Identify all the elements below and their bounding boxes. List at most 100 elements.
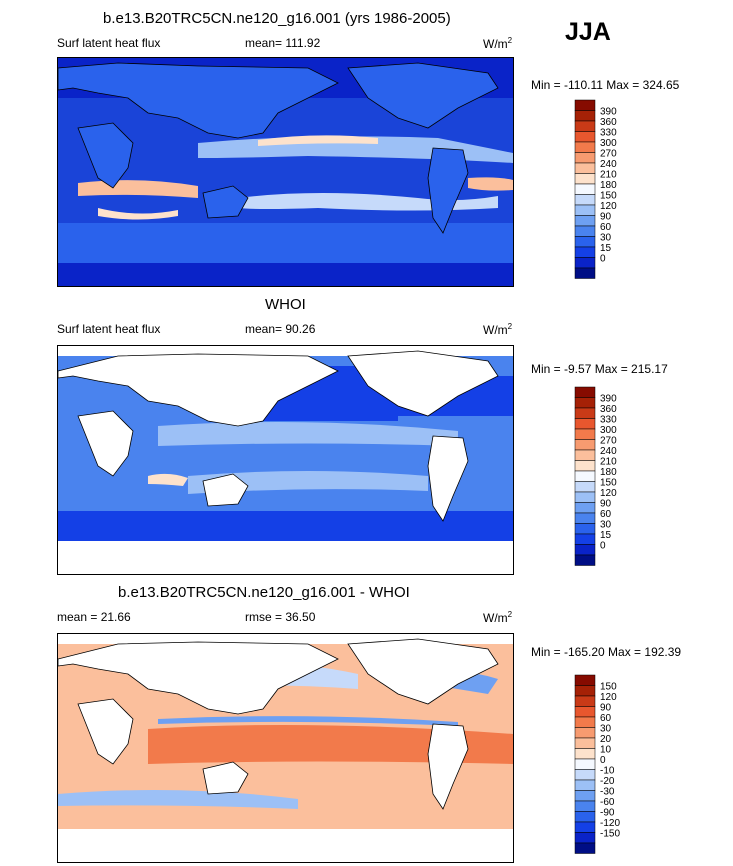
colorbar-swatch bbox=[574, 183, 596, 195]
colorbar-swatch bbox=[574, 716, 596, 728]
colorbar-tick-label: 60 bbox=[600, 222, 612, 233]
colorbar-tick-label: 90 bbox=[600, 703, 612, 714]
panel-3-title: b.e13.B20TRC5CN.ne120_g16.001 - WHOI bbox=[118, 584, 410, 601]
panel-2-units-sup: 2 bbox=[507, 322, 513, 331]
colorbar-tick-label: 180 bbox=[600, 180, 617, 191]
panel-3-equatorial-cool-line bbox=[158, 716, 458, 726]
panel-1-title: b.e13.B20TRC5CN.ne120_g16.001 (yrs 1986-… bbox=[103, 10, 451, 27]
colorbar-tick-label: 90 bbox=[600, 499, 612, 510]
colorbar-swatch bbox=[574, 685, 596, 697]
panel-1-north-america bbox=[347, 62, 499, 129]
colorbar-tick-label: 150 bbox=[600, 191, 617, 202]
panel-1-antarctic-band bbox=[58, 263, 513, 286]
panel-3-map bbox=[57, 633, 514, 863]
colorbar-tick-label: 0 bbox=[600, 755, 606, 766]
colorbar-tick-label: 0 bbox=[600, 541, 606, 552]
panel-2-variable-label: Surf latent heat flux bbox=[57, 322, 161, 336]
panel-3-continents bbox=[58, 638, 499, 810]
panel-3-units-sup: 2 bbox=[507, 610, 513, 619]
colorbar-swatch bbox=[574, 769, 596, 781]
colorbar-swatch bbox=[574, 748, 596, 760]
colorbar-swatch bbox=[574, 120, 596, 132]
colorbar-swatch bbox=[574, 397, 596, 409]
panel-2-map bbox=[57, 345, 514, 575]
panel-2-warm-patch bbox=[148, 473, 188, 486]
panel-3-minmax: Min = -165.20 Max = 192.39 bbox=[531, 645, 682, 659]
colorbar-tick-label: 360 bbox=[600, 404, 617, 415]
colorbar-tick-label: 210 bbox=[600, 170, 617, 181]
panel-3-north-america bbox=[347, 638, 499, 705]
colorbar-swatch bbox=[574, 811, 596, 823]
colorbar-swatch bbox=[574, 502, 596, 514]
colorbar-tick-label: -60 bbox=[600, 797, 615, 808]
panel-2-eurasia bbox=[58, 353, 339, 427]
panel-3-tropical-warm-band bbox=[148, 725, 513, 764]
colorbar-tick-label: 30 bbox=[600, 724, 612, 735]
colorbar-tick-label: 300 bbox=[600, 138, 617, 149]
colorbar-swatch bbox=[574, 544, 596, 556]
colorbar-swatch bbox=[574, 449, 596, 461]
colorbar-tick-label: -10 bbox=[600, 766, 615, 777]
colorbar-swatch bbox=[574, 386, 596, 398]
panel-2-africa bbox=[77, 410, 134, 477]
panel-1-africa bbox=[77, 122, 134, 189]
colorbar-tick-label: -120 bbox=[600, 818, 620, 829]
panel-2-colorbar: 390 360 330 300 270 240 210 180 150 120 90 60 30 15 0 bbox=[574, 386, 635, 572]
colorbar-swatch bbox=[574, 674, 596, 686]
colorbar-swatch bbox=[574, 481, 596, 493]
colorbar-tick-label: 270 bbox=[600, 436, 617, 447]
panel-1-australia bbox=[202, 185, 249, 219]
panel-3-africa bbox=[77, 698, 134, 765]
panel-1-units: W/m2 bbox=[483, 36, 512, 51]
colorbar-tick-label: 180 bbox=[600, 467, 617, 478]
colorbar-swatch bbox=[574, 246, 596, 258]
colorbar-swatch bbox=[574, 832, 596, 844]
colorbar-tick-label: 330 bbox=[600, 128, 617, 139]
panel-2-australia bbox=[202, 473, 249, 507]
panel-1-variable-label: Surf latent heat flux bbox=[57, 36, 161, 50]
season-label: JJA bbox=[565, 18, 611, 46]
colorbar-swatch bbox=[574, 512, 596, 524]
colorbar-tick-label: 390 bbox=[600, 394, 617, 405]
panel-1-mean-label: mean= 111.92 bbox=[245, 36, 321, 50]
colorbar-tick-label: 360 bbox=[600, 117, 617, 128]
panel-2-units-text: W/m bbox=[483, 323, 508, 337]
colorbar-swatch bbox=[574, 790, 596, 802]
colorbar-swatch bbox=[574, 267, 596, 279]
colorbar-tick-label: 150 bbox=[600, 682, 617, 693]
panel-2-tropical-band bbox=[158, 422, 458, 446]
colorbar-swatch bbox=[574, 779, 596, 791]
colorbar-swatch bbox=[574, 257, 596, 269]
panel-3-units: W/m2 bbox=[483, 610, 512, 625]
panel-1-minmax: Min = -110.11 Max = 324.65 bbox=[531, 78, 680, 92]
panel-3-southern-cool-band bbox=[58, 790, 298, 809]
colorbar-tick-label: 60 bbox=[600, 713, 612, 724]
panel-1-units-text: W/m bbox=[483, 37, 508, 51]
colorbar-swatch bbox=[574, 152, 596, 164]
colorbar-tick-label: -90 bbox=[600, 808, 615, 819]
panel-1-southern-band bbox=[58, 223, 513, 263]
colorbar-swatch bbox=[574, 554, 596, 566]
colorbar-swatch bbox=[574, 110, 596, 122]
colorbar-swatch bbox=[574, 162, 596, 174]
colorbar-tick-label: 90 bbox=[600, 212, 612, 223]
colorbar-swatch bbox=[574, 99, 596, 111]
colorbar-tick-label: 60 bbox=[600, 509, 612, 520]
panel-3-rmse-label: rmse = 36.50 bbox=[245, 610, 316, 624]
panel-2-title: WHOI bbox=[265, 296, 306, 313]
colorbar-tick-label: 330 bbox=[600, 415, 617, 426]
colorbar-swatch bbox=[574, 173, 596, 185]
colorbar-tick-label: 15 bbox=[600, 530, 612, 541]
panel-2-southern-band bbox=[58, 511, 513, 541]
colorbar-swatch bbox=[574, 727, 596, 739]
colorbar-swatch bbox=[574, 225, 596, 237]
colorbar-tick-label: 390 bbox=[600, 107, 617, 118]
panel-3-south-america bbox=[427, 723, 469, 810]
colorbar-tick-label: 120 bbox=[600, 488, 617, 499]
colorbar-swatch bbox=[574, 706, 596, 718]
colorbar-swatch bbox=[574, 737, 596, 749]
panel-1-south-atlantic-patch bbox=[468, 177, 513, 191]
colorbar-swatch bbox=[574, 194, 596, 206]
